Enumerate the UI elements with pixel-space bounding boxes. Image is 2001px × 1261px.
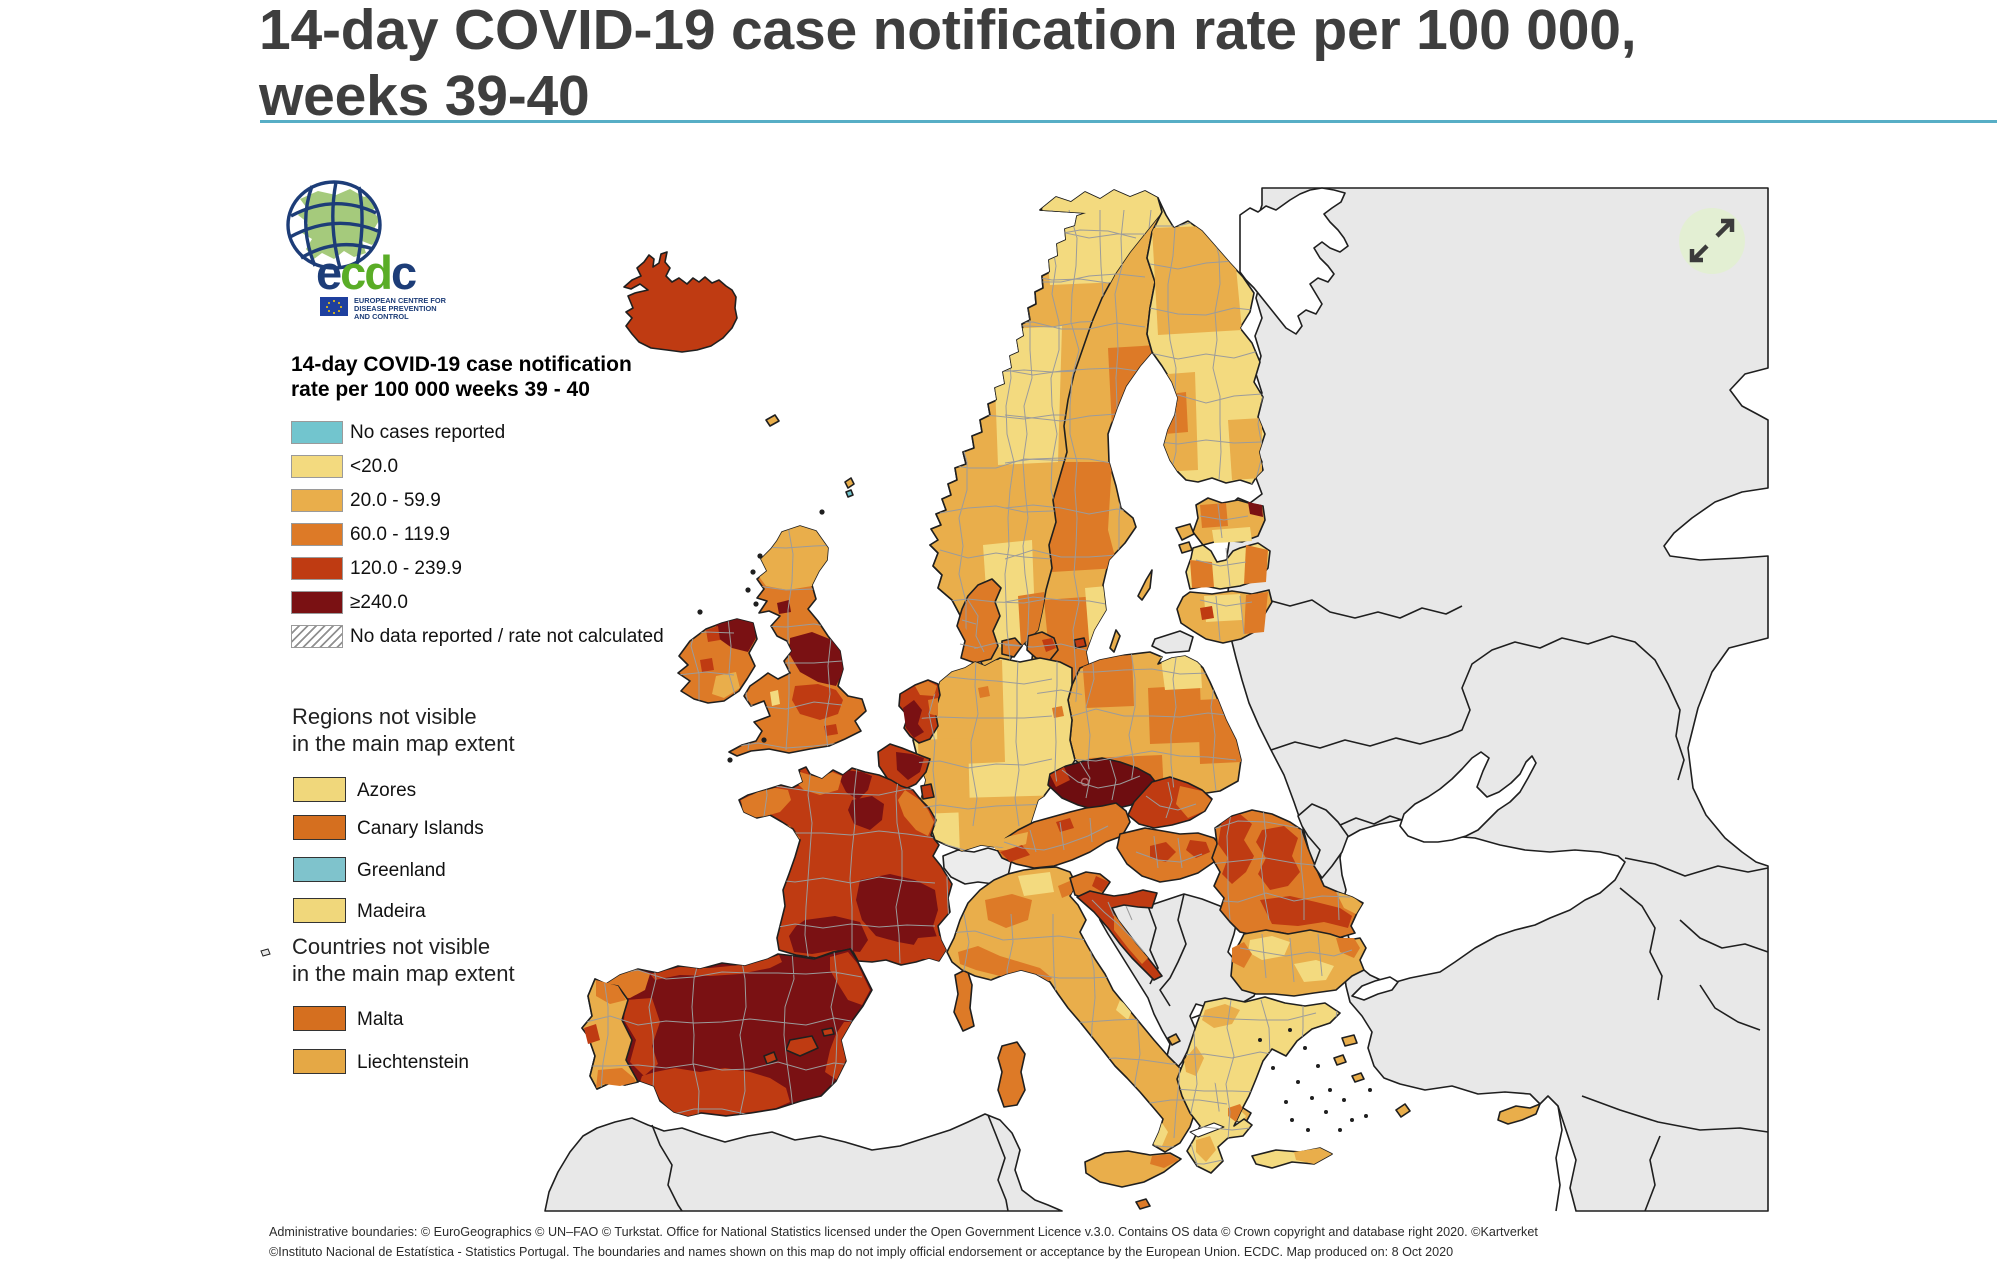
svg-text:ecdc: ecdc	[316, 246, 416, 299]
svg-text:DISEASE PREVENTION: DISEASE PREVENTION	[354, 304, 437, 313]
svg-text:AND CONTROL: AND CONTROL	[354, 312, 409, 321]
svg-text:EUROPEAN CENTRE FOR: EUROPEAN CENTRE FOR	[354, 296, 447, 305]
